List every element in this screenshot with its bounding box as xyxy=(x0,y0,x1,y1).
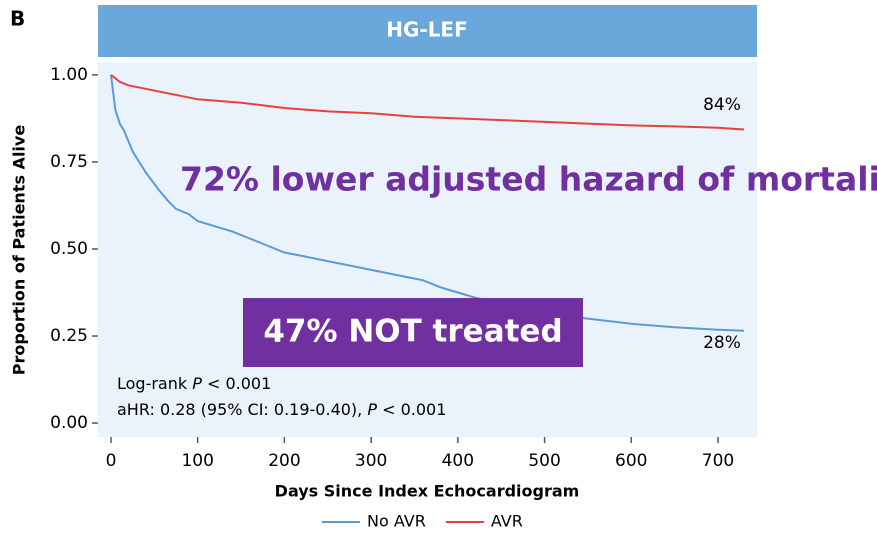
legend-label: No AVR xyxy=(367,512,426,531)
y-axis-title: Proportion of Patients Alive xyxy=(10,125,29,376)
stats-part: P xyxy=(192,374,202,393)
stats-part: < 0.001 xyxy=(377,400,446,419)
y-tick-label: 0.25 xyxy=(50,326,88,346)
stats-part: aHR: 0.28 (95% CI: 0.19-0.40), xyxy=(117,400,367,419)
x-axis-title: Days Since Index Echocardiogram xyxy=(275,482,580,501)
y-tick-label: 0.50 xyxy=(50,239,88,259)
end-label: 28% xyxy=(703,333,741,353)
x-tick-label: 700 xyxy=(702,451,734,471)
x-tick-label: 600 xyxy=(615,451,647,471)
y-tick-label: 1.00 xyxy=(50,65,88,85)
x-tick-label: 0 xyxy=(106,451,117,471)
x-tick-label: 400 xyxy=(442,451,474,471)
end-label: 84% xyxy=(703,95,741,115)
y-tick-label: 0.75 xyxy=(50,152,88,172)
x-tick-label: 200 xyxy=(268,451,300,471)
hazard-annotation: 72% lower adjusted hazard of mortality xyxy=(180,160,877,199)
chart-title: HG-LEF xyxy=(386,18,468,42)
x-tick-label: 500 xyxy=(528,451,560,471)
header-strip xyxy=(98,5,757,57)
legend-label: AVR xyxy=(491,512,523,531)
survival-curve xyxy=(110,74,745,131)
stats-part: P xyxy=(367,400,377,419)
annotation-box xyxy=(243,298,583,367)
x-tick-label: 100 xyxy=(181,451,213,471)
stats-part: < 0.001 xyxy=(202,374,271,393)
x-tick-label: 300 xyxy=(355,451,387,471)
treated-annotation: 47% NOT treated xyxy=(263,314,562,350)
stats-text: Log-rank P < 0.001 xyxy=(117,374,271,393)
stats-text: aHR: 0.28 (95% CI: 0.19-0.40), P < 0.001 xyxy=(117,400,446,419)
y-tick-label: 0.00 xyxy=(50,413,88,433)
plot-area xyxy=(98,62,757,437)
stats-part: Log-rank xyxy=(117,374,192,393)
panel-label: B xyxy=(10,7,25,31)
